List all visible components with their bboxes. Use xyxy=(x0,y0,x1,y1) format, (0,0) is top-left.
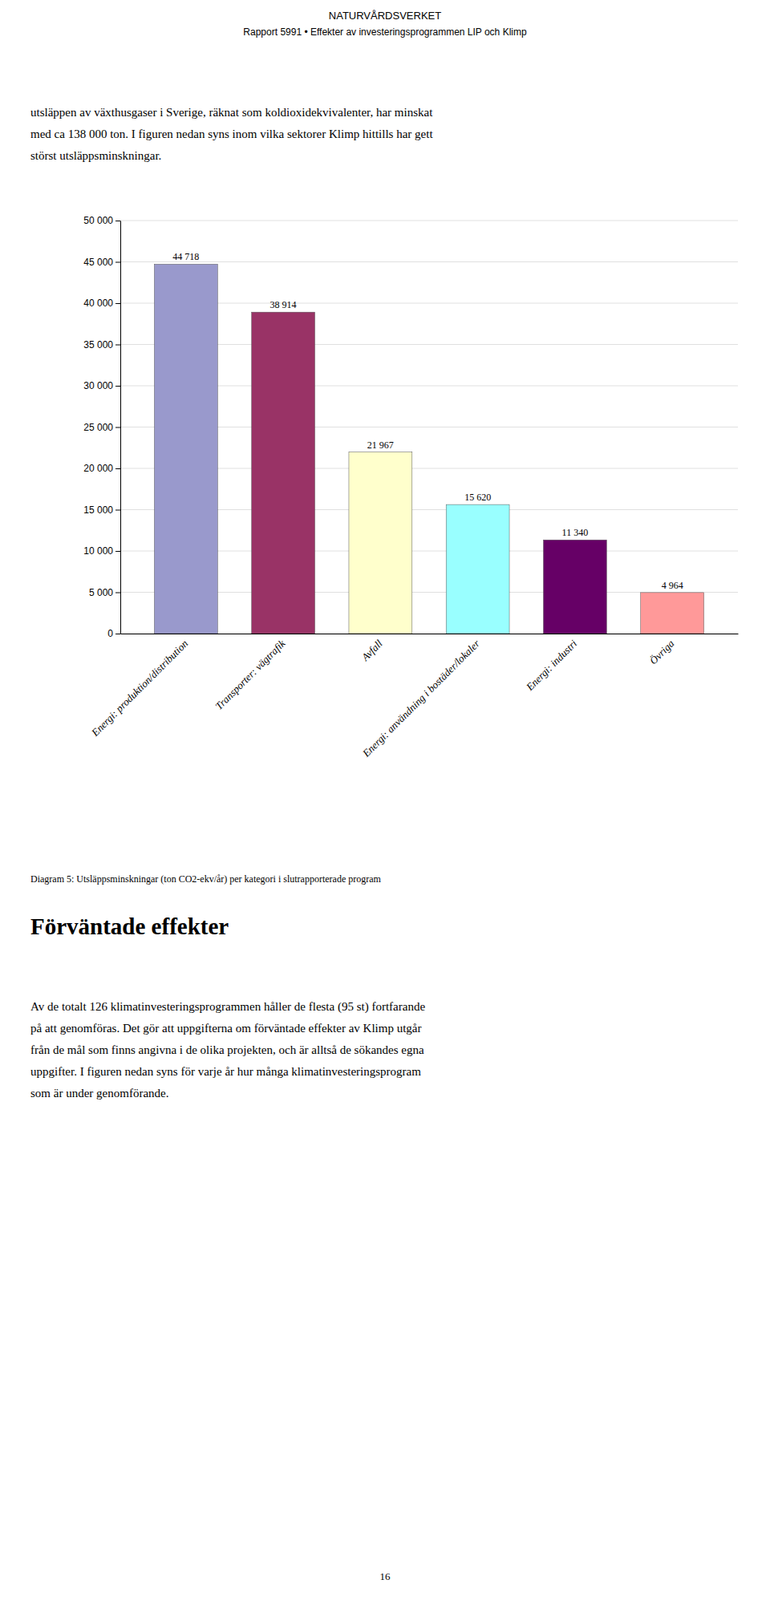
tick: 35 000 xyxy=(83,339,121,351)
tick-mark xyxy=(115,551,121,552)
tick-mark xyxy=(115,468,121,470)
grid-line xyxy=(120,220,738,222)
tick-label: Avfall xyxy=(358,636,385,664)
bar xyxy=(154,263,218,634)
intro-line: utsläppen av växthusgaser i Sverige, räk… xyxy=(30,105,434,119)
tick-label: 35 000 xyxy=(83,339,114,351)
page: NATURVÅRDSVERKET Rapport 5991 • Effekter … xyxy=(0,0,770,1600)
tick-label: Transporter: vägtrafik xyxy=(212,637,288,713)
grid xyxy=(120,220,738,634)
body-line: från de mål som finns angivna i de olika… xyxy=(30,1043,425,1057)
bar xyxy=(640,592,705,634)
y-axis: 0 5 000 10 000 15 000 20 000 25 000 30 000 35 0… xyxy=(83,214,121,640)
tick: 0 xyxy=(107,628,121,640)
tick: 15 000 xyxy=(83,504,121,516)
tick-label: 30 000 xyxy=(83,380,114,392)
data-label: 4 964 xyxy=(661,579,684,592)
data-label: 21 967 xyxy=(367,439,394,451)
tick-label: Energi: industri xyxy=(522,636,580,693)
data-label: 38 914 xyxy=(270,299,297,311)
tick: Transporter: vägtrafik xyxy=(212,637,288,713)
data-labels: 44 718 38 914 21 967 15 620 11 340 4 964 xyxy=(172,251,683,591)
tick: Energi: industri xyxy=(522,636,580,693)
caption: Diagram 5: Utsläppsminskningar (ton CO2-… xyxy=(30,873,382,885)
bar xyxy=(348,452,413,634)
tick-label: Energi: användning i bostäder/lokaler xyxy=(359,636,483,760)
bars xyxy=(154,263,704,634)
tick-mark xyxy=(115,592,121,594)
tick-label: 10 000 xyxy=(83,545,114,557)
tick: 25 000 xyxy=(83,421,121,434)
tick-label: 15 000 xyxy=(83,504,114,516)
bar xyxy=(543,539,607,634)
tick: Energi: produktion/distribution xyxy=(88,637,191,740)
tick-label: 45 000 xyxy=(83,256,114,268)
tick-mark xyxy=(115,344,121,346)
tick-label: Energi: produktion/distribution xyxy=(88,637,191,740)
body-line: på att genomföras. Det gör att uppgifter… xyxy=(30,1021,422,1035)
axis-domain xyxy=(121,633,739,635)
x-axis: Energi: produktion/distribution Transport… xyxy=(88,634,738,761)
tick-mark xyxy=(115,510,121,511)
body-line: Av de totalt 126 klimatinvesteringsprogr… xyxy=(30,1000,426,1014)
body-line: uppgifter. I figuren nedan syns för varj… xyxy=(30,1065,422,1078)
tick: 10 000 xyxy=(83,545,121,557)
tick-mark xyxy=(115,633,121,635)
intro-line: med ca 138 000 ton. I figuren nedan syns… xyxy=(30,127,434,141)
data-label: 15 620 xyxy=(464,491,491,503)
intro-line: störst utsläppsminskningar. xyxy=(30,149,162,163)
subheader: Rapport 5991 • Effekter av investeringsp… xyxy=(243,26,527,38)
bar xyxy=(251,312,316,634)
body-line: som är under genomförande. xyxy=(30,1086,169,1100)
tick: 20 000 xyxy=(83,462,121,475)
bar xyxy=(445,504,510,634)
tick-mark xyxy=(115,262,121,264)
tick: Övriga xyxy=(647,636,677,667)
tick-label: 50 000 xyxy=(83,214,114,227)
tick: Avfall xyxy=(358,636,385,664)
tick: 40 000 xyxy=(83,297,121,309)
grid-line xyxy=(120,261,738,263)
tick: Energi: användning i bostäder/lokaler xyxy=(359,636,483,760)
tick-mark xyxy=(115,385,121,387)
tick: 45 000 xyxy=(83,256,121,268)
tick-mark xyxy=(115,427,121,429)
tick-mark xyxy=(115,220,121,222)
tick-mark xyxy=(115,303,121,304)
axis-domain xyxy=(120,221,122,635)
tick-label: Övriga xyxy=(647,636,677,667)
tick: 50 000 xyxy=(83,214,121,227)
tick-label: 0 xyxy=(107,628,114,640)
header: NATURVÅRDSVERKET xyxy=(328,9,442,22)
page-number: 16 xyxy=(380,1570,392,1583)
data-label: 44 718 xyxy=(172,251,199,263)
tick-label: 5 000 xyxy=(89,587,114,599)
tick: 30 000 xyxy=(83,380,121,392)
data-label: 11 340 xyxy=(562,526,589,539)
tick-label: 40 000 xyxy=(83,297,114,309)
tick-label: 20 000 xyxy=(83,462,114,475)
tick: 5 000 xyxy=(89,587,121,599)
tick-label: 25 000 xyxy=(83,421,114,434)
chart: 44 718 38 914 21 967 15 620 11 340 4 964 0 5 00… xyxy=(83,214,738,760)
section-title: Förväntade effekter xyxy=(30,913,229,940)
